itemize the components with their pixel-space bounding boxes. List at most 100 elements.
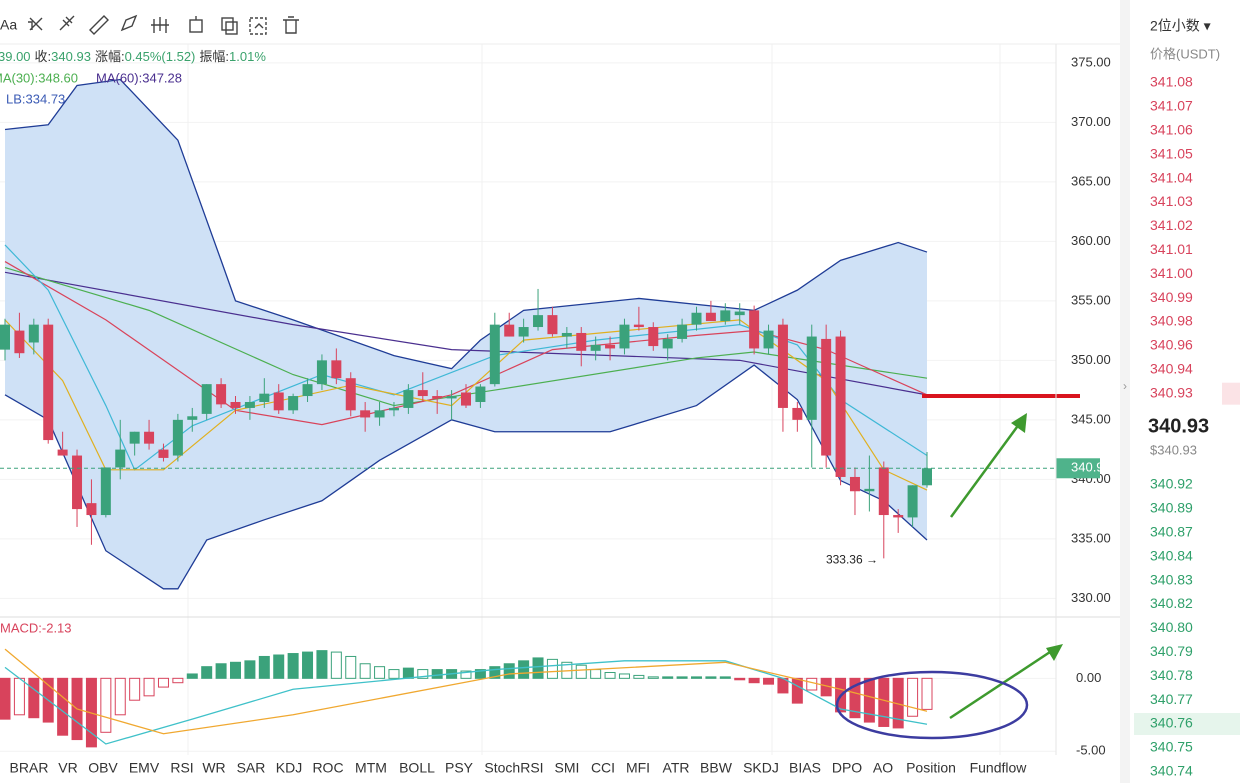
candle-body <box>115 449 126 468</box>
collapse-handle[interactable]: › <box>1123 379 1127 393</box>
macd-bar <box>719 676 731 679</box>
indicator-tab[interactable]: BRAR <box>10 760 49 776</box>
macd-bar <box>474 669 486 679</box>
macd-bar <box>691 676 702 679</box>
bid-price: 340.75 <box>1150 739 1193 755</box>
ask-price: 340.99 <box>1150 289 1193 305</box>
indicator-tab[interactable]: CCI <box>591 760 615 776</box>
indicator-tab[interactable]: ATR <box>663 760 690 776</box>
info-item: 0.45%(1.52) <box>125 49 196 64</box>
candle-body <box>806 336 817 420</box>
macd-bar <box>618 673 630 679</box>
candle-body <box>345 378 356 411</box>
macd-bar <box>374 666 386 679</box>
indicator-tab[interactable]: BOLL <box>399 760 435 776</box>
macd-bar <box>460 670 472 679</box>
macd-bar <box>230 661 241 679</box>
bid-price: 340.78 <box>1150 667 1193 683</box>
indicator-tab[interactable]: AO <box>873 760 893 776</box>
indicator-tab[interactable]: PSY <box>445 760 474 776</box>
candle-body <box>922 468 932 486</box>
indicator-tab[interactable]: SMI <box>555 760 580 776</box>
indicator-tab[interactable]: RSI <box>170 760 193 776</box>
candle-body <box>561 332 572 337</box>
candle-body <box>187 416 198 420</box>
indicator-tabs: BRAR VR OBV EMV RSI WR SAR KDJ ROC MTM BOLL PSY Stoc… <box>10 760 1028 776</box>
candle-body <box>86 503 97 516</box>
indicator-tab[interactable]: BBW <box>700 760 733 776</box>
info-item: 340.93 <box>51 49 91 64</box>
ma60-legend: MA(60):347.28 <box>96 70 182 85</box>
indicator-tab[interactable]: DPO <box>832 760 862 776</box>
macd-bar <box>114 677 126 716</box>
indicator-tab[interactable]: KDJ <box>276 760 302 776</box>
indicator-tab[interactable]: VR <box>58 760 77 776</box>
indicator-tab[interactable]: MTM <box>355 760 387 776</box>
macd-bar <box>431 669 443 679</box>
y-tick-label: 0.00 <box>1076 670 1101 685</box>
candle-body <box>777 324 788 408</box>
macd-bar <box>13 677 25 716</box>
candle-body <box>749 310 760 349</box>
candle-body <box>878 467 889 516</box>
last-price-label: 340.93 <box>1071 460 1111 475</box>
bollinger-lower <box>4 364 928 590</box>
macd-title: MACD:-2.13 <box>0 620 72 635</box>
candle-body <box>691 312 702 325</box>
macd-bar <box>575 664 587 679</box>
candle-body <box>907 485 918 518</box>
ask-price: 341.08 <box>1150 74 1193 90</box>
candle-body <box>0 324 10 350</box>
bid-price: 340.87 <box>1150 524 1193 540</box>
price-chart: 330.00335.00340.00345.00350.00355.00360.… <box>0 49 1111 605</box>
candle-body <box>201 384 212 414</box>
indicator-tab[interactable]: ROC <box>312 760 343 776</box>
candle-body <box>316 360 327 385</box>
candle-body <box>849 476 860 492</box>
indicator-tab[interactable]: Position <box>906 760 956 776</box>
indicator-tab[interactable]: WR <box>202 760 225 776</box>
candle-body <box>864 488 875 492</box>
macd-bar <box>28 677 40 719</box>
indicator-tab[interactable]: OBV <box>88 760 118 776</box>
candle-body <box>273 392 284 411</box>
font-tool[interactable]: Aa <box>0 17 17 33</box>
drawing-tools[interactable] <box>28 14 299 35</box>
y-tick-label: -5.00 <box>1076 743 1106 758</box>
candle-body <box>331 360 342 379</box>
candle-body <box>619 324 630 349</box>
indicator-tab[interactable]: StochRSI <box>484 760 543 776</box>
bid-price: 340.76 <box>1150 715 1193 731</box>
candle-body <box>475 386 486 402</box>
toolbar: Aa <box>0 14 299 35</box>
candle-body <box>288 396 299 411</box>
macd-bar <box>417 669 429 679</box>
indicator-tab[interactable]: SKDJ <box>743 760 779 776</box>
indicator-tab[interactable]: MFI <box>626 760 650 776</box>
candle-body <box>461 392 471 406</box>
candle-body <box>720 310 731 322</box>
bid-price: 340.89 <box>1150 500 1193 516</box>
y-tick-label: 335.00 <box>1071 530 1111 545</box>
macd-bar <box>172 677 184 684</box>
bollinger-upper <box>4 78 928 370</box>
panel-gutter <box>1120 0 1130 783</box>
macd-bar <box>402 667 414 679</box>
indicator-tab[interactable]: BIAS <box>789 760 821 776</box>
indicator-tab[interactable]: Fundflow <box>970 760 1028 776</box>
ask-price: 341.00 <box>1150 265 1193 281</box>
last-price-tag <box>1056 458 1100 479</box>
ask-price: 340.98 <box>1150 313 1193 329</box>
lb-legend: LB:334.73 <box>6 91 65 106</box>
macd-bar <box>287 653 299 679</box>
macd-bar <box>849 677 861 719</box>
bid-price: 340.82 <box>1150 595 1193 611</box>
ma-line <box>4 271 928 396</box>
ask-price: 340.96 <box>1150 337 1193 353</box>
indicator-tab[interactable]: SAR <box>237 760 266 776</box>
precision-select[interactable]: 2位小数 ▾ <box>1150 18 1211 34</box>
ohlc-info: 39.00 收:340.93 涨幅:0.45%(1.52) 振幅:1.01% <box>0 49 266 64</box>
bid-price: 340.77 <box>1150 691 1193 707</box>
indicator-tab[interactable]: EMV <box>129 760 160 776</box>
